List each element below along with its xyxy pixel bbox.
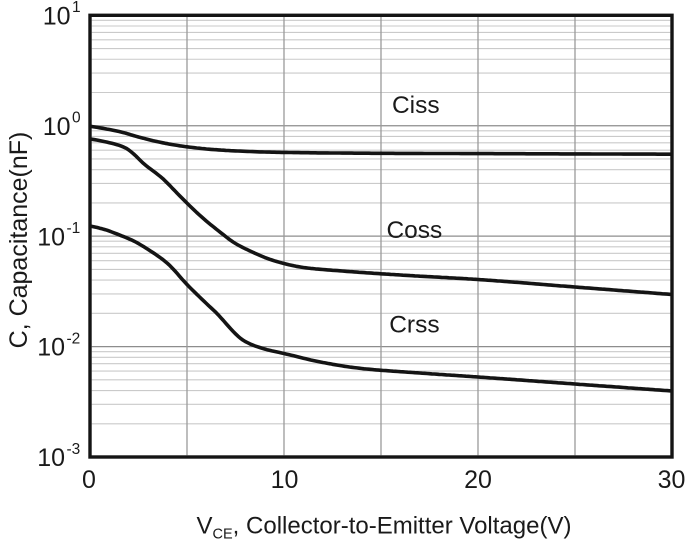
svg-text:Crss: Crss: [389, 312, 439, 339]
svg-text:30: 30: [658, 466, 686, 494]
svg-text:10: 10: [271, 466, 299, 494]
svg-text:Coss: Coss: [386, 217, 442, 244]
svg-text:0: 0: [82, 466, 96, 494]
svg-text:10: 10: [37, 334, 65, 362]
svg-text:-2: -2: [67, 330, 81, 347]
svg-text:Ciss: Ciss: [392, 92, 440, 119]
svg-text:0: 0: [72, 110, 81, 127]
svg-text:-3: -3: [67, 441, 81, 458]
svg-text:C, Capacitance(nF): C, Capacitance(nF): [5, 132, 33, 349]
svg-text:10: 10: [43, 2, 71, 30]
svg-text:VCE, Collector-to-Emitter Volt: VCE, Collector-to-Emitter Voltage(V): [197, 513, 572, 541]
svg-text:1: 1: [72, 0, 81, 16]
svg-text:10: 10: [37, 223, 65, 251]
svg-text:10: 10: [43, 113, 71, 141]
svg-text:20: 20: [464, 466, 492, 494]
svg-text:-1: -1: [67, 220, 81, 237]
svg-text:10: 10: [37, 444, 65, 472]
